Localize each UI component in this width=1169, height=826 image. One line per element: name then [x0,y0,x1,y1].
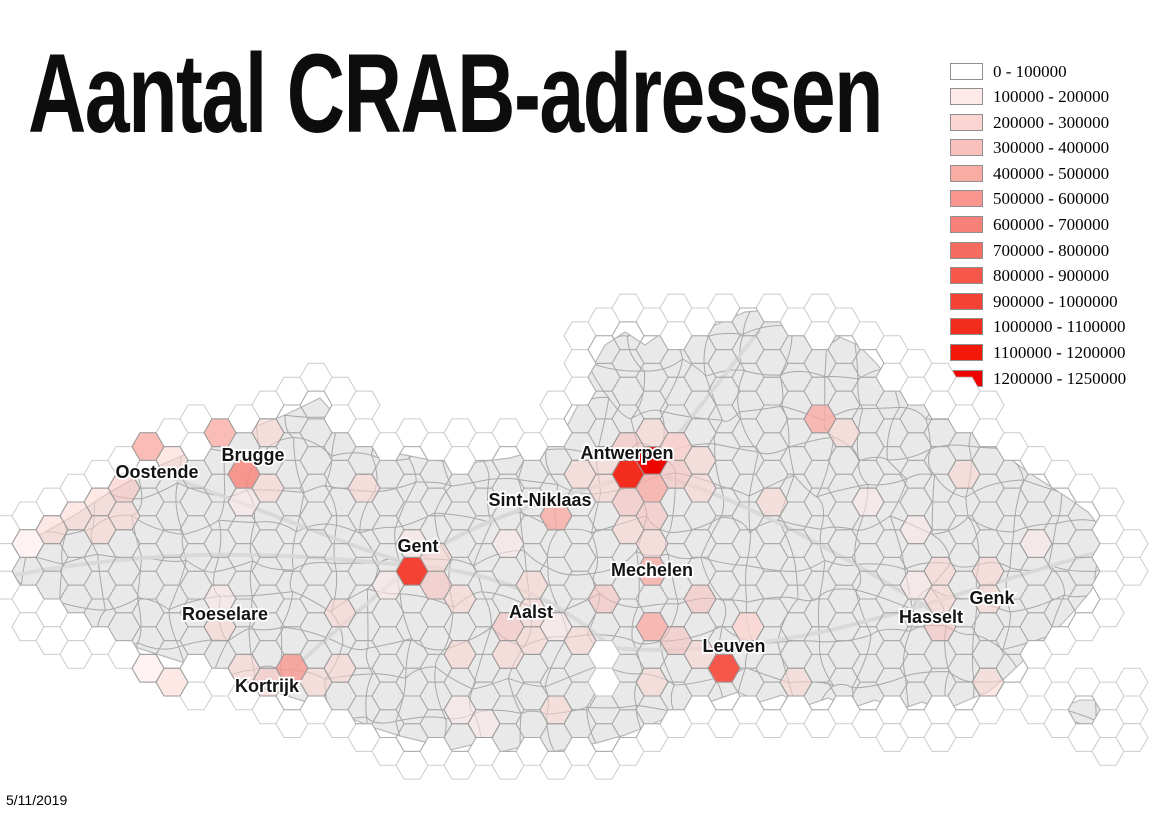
hex-bin-cell [203,418,237,448]
legend-swatch [950,88,983,106]
hex-bin-cell [779,667,813,697]
city-label-kortrijk: Kortrijk [235,676,300,696]
city-label-antwerpen: Antwerpen [580,443,673,463]
city-label-hasselt: Hasselt [899,607,963,627]
brussels-hole [587,640,621,697]
legend-swatch [950,318,983,336]
hex-bin-cell [323,653,357,683]
hex-bin-cell [683,640,717,669]
date-label: 5/11/2019 [6,792,68,808]
hex-bin-cell [251,418,285,448]
legend-swatch [950,216,983,234]
legend-item: 100000 - 200000 [950,88,1126,106]
hex-bin-cell [155,446,189,475]
legend-swatch [950,139,983,157]
legend-item: 800000 - 900000 [950,267,1126,285]
hex-bin-cell [1019,529,1053,558]
city-label-leuven: Leuven [702,636,765,656]
hex-bin-cell [683,473,717,503]
city-label-gent: Gent [397,536,438,556]
legend-item: 700000 - 800000 [950,241,1126,259]
legend-label: 800000 - 900000 [993,266,1110,286]
value-hexes [11,404,1053,738]
legend-label: 400000 - 500000 [993,163,1110,183]
legend-item: 0 - 100000 [950,62,1126,80]
hex-bin-cell [947,459,981,489]
legend-label: 300000 - 400000 [993,138,1110,158]
city-labels: Oostende Brugge Antwerpen Sint-Niklaas Gent M… [114,441,1017,698]
hex-bin-cell [203,584,237,614]
legend-item: 400000 - 500000 [950,164,1126,182]
city-label-genk: Genk [969,588,1015,608]
city-label-aalst: Aalst [509,602,553,622]
hex-bin-cell [899,570,933,600]
legend-item: 900000 - 1000000 [950,292,1126,310]
hex-bin-cell [11,529,45,558]
legend-label: 700000 - 800000 [993,240,1110,260]
legend-swatch [950,344,983,362]
hex-bin-cell [971,667,1005,697]
hex-bin-cell [395,529,429,558]
hex-bin-cell [491,640,525,669]
legend-label: 1000000 - 1100000 [993,317,1126,337]
legend-label: 0 - 100000 [993,61,1067,81]
hex-bin-cell [563,626,597,655]
legend-item: 1000000 - 1100000 [950,318,1126,336]
hex-bin-cell [491,529,525,558]
hex-bin-cell [851,487,885,517]
map-title: Aantal CRAB-adressen [28,31,883,156]
city-label-oostende: Oostende [115,462,198,482]
legend-label: 100000 - 200000 [993,87,1110,107]
hex-bin-cell [539,501,573,531]
hex-bin-cell [323,598,357,628]
legend-label: 1200000 - 1250000 [993,368,1127,388]
legend-swatch [950,292,983,310]
legend-swatch [950,241,983,259]
hex-bin-cell [443,640,477,669]
hex-bin-cell [587,446,621,475]
city-label-mechelen: Mechelen [611,560,693,580]
legend-label: 1100000 - 1200000 [993,343,1126,363]
hex-bin-cell [587,584,621,614]
hex-bin-cell [131,653,165,683]
legend-label: 500000 - 600000 [993,189,1110,209]
hex-bin-cell [899,515,933,545]
hex-bin-cell [515,598,549,628]
legend-item: 200000 - 300000 [950,113,1126,131]
hex-bin-cell [443,584,477,614]
hex-bin-cell [467,709,501,738]
hex-bin-cell [83,515,117,545]
hex-bin-cell [635,556,669,586]
legend-item: 300000 - 400000 [950,139,1126,157]
legend-swatch [950,267,983,285]
hex-bin-cell [227,653,261,683]
hex-bin-cell [755,487,789,517]
legend-item: 500000 - 600000 [950,190,1126,208]
legend-swatch [950,113,983,131]
city-label-brugge: Brugge [222,445,285,465]
legend-item: 600000 - 700000 [950,216,1126,234]
hex-bin-cell [227,487,261,517]
legend-swatch [950,190,983,208]
hex-bin-cell [371,570,405,600]
legend-item: 1100000 - 1200000 [950,344,1126,362]
legend-label: 200000 - 300000 [993,112,1110,132]
legend-label: 900000 - 1000000 [993,291,1118,311]
hex-bin-cell [347,473,381,503]
hex-bin-cell [731,612,765,642]
hex-bin-cell [659,432,693,461]
city-label-sintniklaas: Sint-Niklaas [488,490,591,510]
hex-bin-cell [683,584,717,614]
legend-label: 600000 - 700000 [993,215,1110,235]
hex-bin-cell [539,695,573,725]
legend-swatch [950,62,983,80]
hex-bin-cell [827,418,861,448]
hex-bin-cell [971,584,1005,614]
city-label-roeselare: Roeselare [182,604,268,624]
hex-bin-cell [635,667,669,697]
legend-swatch [950,164,983,182]
